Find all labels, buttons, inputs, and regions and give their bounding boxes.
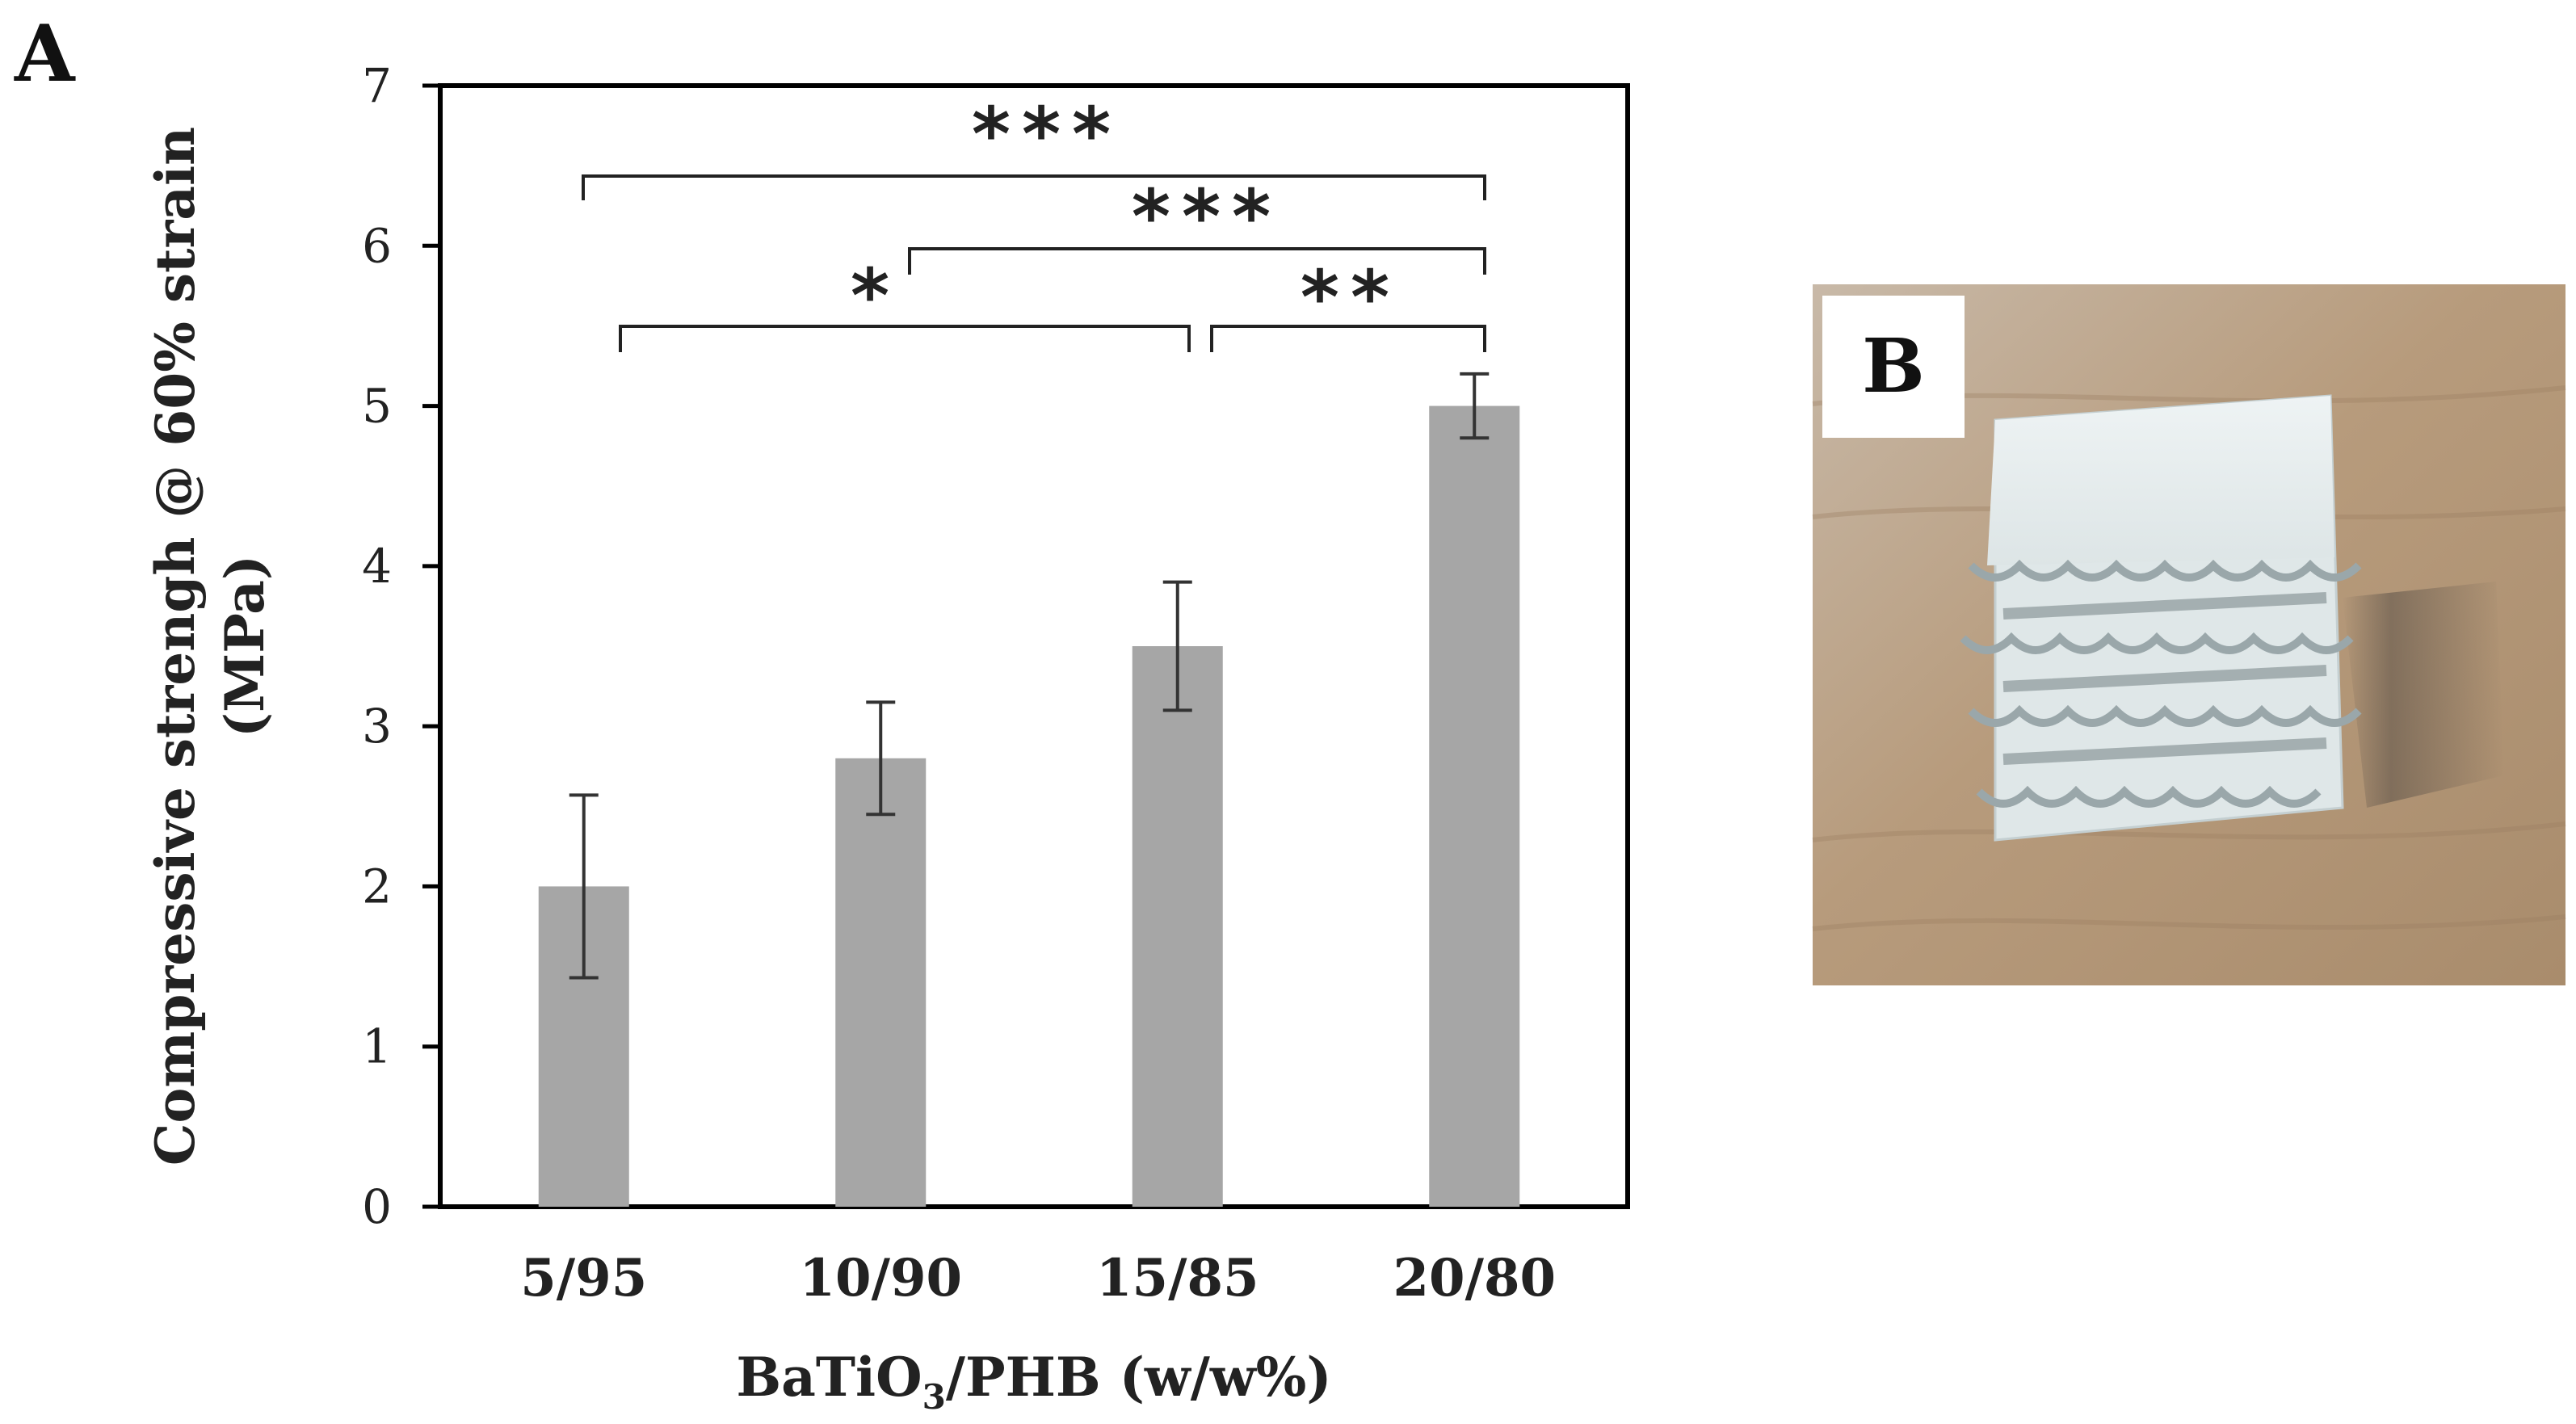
bar-10-90 [835,758,927,1207]
y-tick-label: 7 [362,58,392,113]
significance-label: ** [1301,254,1401,341]
x-tick-label: 20/80 [1393,1248,1557,1308]
scaffold-layers [1960,559,2362,808]
panel-label-b: B [1862,322,1925,410]
y-axis-title-line1: Compressive strengh @ 60% strain [144,127,207,1166]
significance-label: *** [972,91,1122,178]
panel-label-b-box [1822,296,1965,438]
bar-20-80 [1429,405,1520,1208]
x-axis-title: BaTiO3/PHB (w/w%) [736,1346,1331,1417]
significance-bracket [582,174,1486,200]
y-tick-label: 0 [362,1179,392,1234]
x-tick-label: 5/95 [520,1248,647,1308]
y-tick-label: 2 [362,859,392,914]
significance-label: *** [1132,174,1282,260]
scaffold-top [1987,396,2334,565]
significance-label: * [851,253,901,339]
y-axis-title: Compressive strengh @ 60% strain (MPa) [144,127,276,1166]
y-tick-label: 3 [362,699,392,754]
panel-label-a: A [14,8,76,99]
significance-bracket [1210,325,1486,352]
scaffold-gaps [2002,592,2327,765]
x-axis-title-suffix: /PHB (w/w%) [946,1346,1332,1409]
y-tick-label: 5 [362,379,392,434]
y-tick-label: 4 [362,539,392,594]
scaffold-photo: B [1812,284,2566,985]
x-axis-title-prefix: BaTiO [736,1346,922,1409]
plot-frame [438,83,1630,1209]
significance-bracket [619,325,1191,352]
significance-bracket [908,247,1486,275]
y-axis-title-line2: (MPa) [213,555,276,737]
x-tick-label: 15/85 [1096,1248,1259,1308]
scaffold-shadow [2343,582,2504,808]
y-tick-label: 6 [362,218,392,273]
x-axis-title-subscript: 3 [922,1377,946,1417]
bar-15-85 [1132,646,1223,1207]
x-tick-label: 10/90 [800,1248,963,1308]
y-tick-label: 1 [362,1019,392,1074]
